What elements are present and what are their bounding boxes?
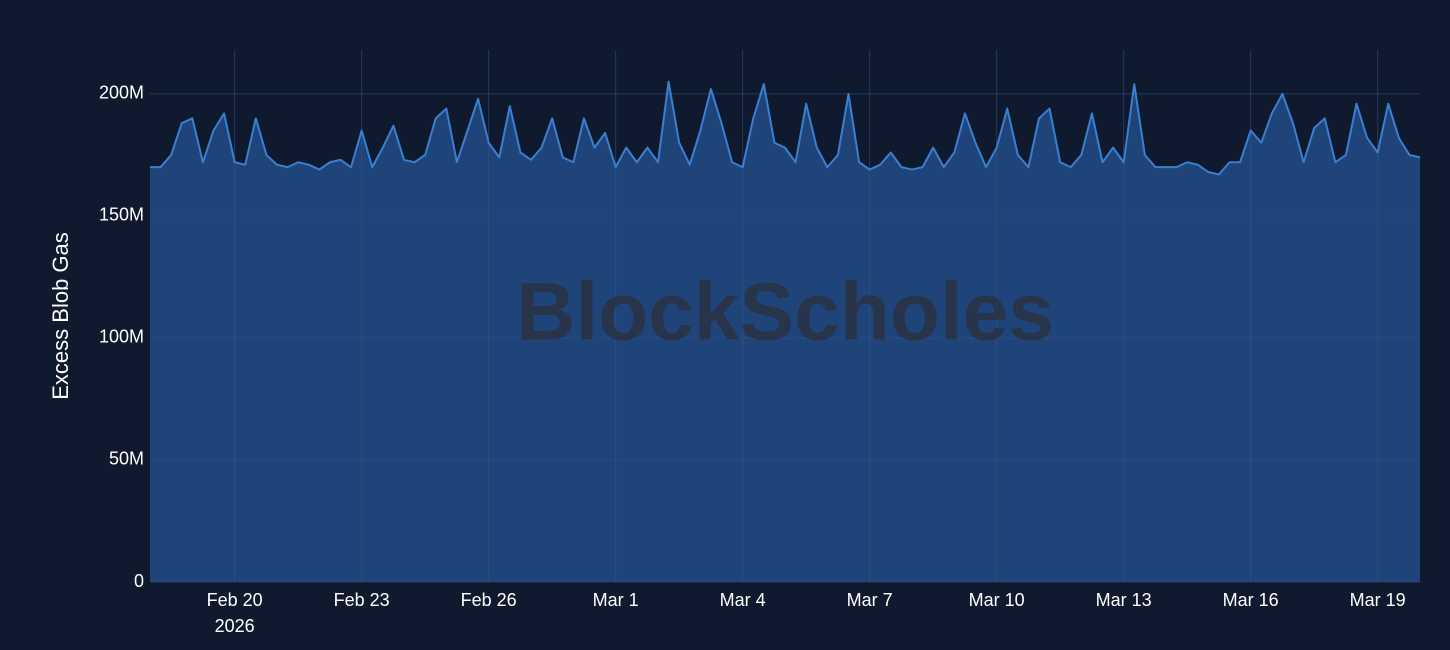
- x-tick-label: Mar 4: [720, 590, 766, 610]
- y-tick-label: 0: [134, 571, 144, 591]
- y-tick-label: 100M: [99, 327, 144, 347]
- y-axis-label: Excess Blob Gas: [48, 232, 73, 400]
- x-tick-label: Feb 23: [334, 590, 390, 610]
- area: [150, 81, 1420, 582]
- x-tick-label: Mar 16: [1223, 590, 1279, 610]
- y-tick-label: 50M: [109, 449, 144, 469]
- watermark: BlockScholes: [516, 267, 1054, 358]
- y-tick-label: 150M: [99, 205, 144, 225]
- line: [150, 80, 1421, 176]
- x-tick-label: Mar 7: [847, 590, 893, 610]
- x-tick-label: Mar 1: [593, 590, 639, 610]
- x-tick-label: Feb 20: [207, 590, 263, 610]
- x-tick-label: Feb 26: [461, 590, 517, 610]
- x-year-label: 2026: [215, 616, 255, 636]
- x-tick-label: Mar 19: [1350, 590, 1406, 610]
- x-tick-label: Mar 10: [969, 590, 1025, 610]
- y-tick-label: 200M: [99, 83, 144, 103]
- x-tick-label: Mar 13: [1096, 590, 1152, 610]
